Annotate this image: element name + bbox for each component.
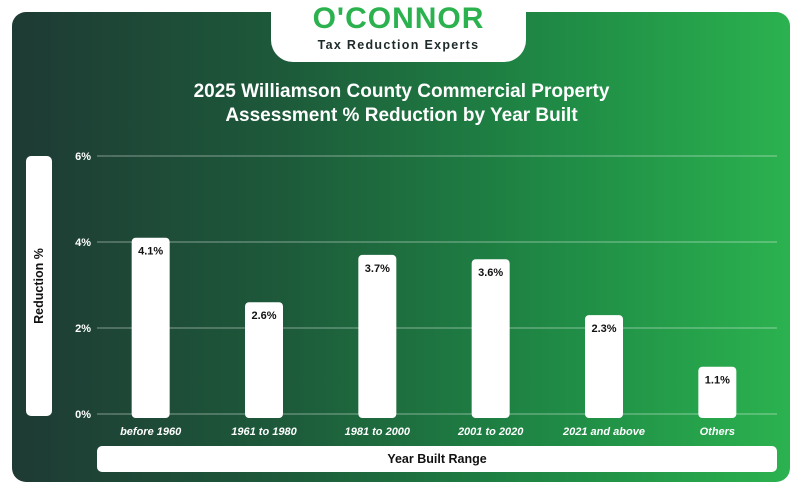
x-tick-label: 2001 to 2020 (457, 426, 524, 438)
bar (698, 366, 737, 418)
bar-data-label: 2.3% (591, 323, 616, 335)
y-tick-label: 4% (75, 237, 91, 249)
bar-data-label: 2.6% (251, 310, 276, 322)
brand-logo: O'CONNOR (312, 2, 485, 35)
bar (585, 315, 623, 418)
x-axis-label: Year Built Range (387, 452, 487, 466)
logo-tab: O'CONNOR Tax Reduction Experts (271, 0, 526, 62)
x-tick-label: 1961 to 1980 (231, 426, 297, 438)
x-tick-label: 2021 and above (562, 426, 645, 438)
bar (131, 237, 170, 418)
x-axis-label-box: Year Built Range (97, 446, 777, 472)
y-tick-label: 2% (75, 323, 91, 335)
brand-tagline: Tax Reduction Experts (317, 38, 480, 52)
bar-data-label: 1.1% (705, 375, 730, 387)
chart-title-line-2: Assessment % Reduction by Year Built (225, 105, 578, 126)
chart-title-line-1: 2025 Williamson County Commercial Proper… (193, 81, 610, 102)
y-axis-label-box: Reduction % (26, 156, 52, 416)
bar (245, 302, 283, 418)
x-tick-label: 1981 to 2000 (345, 426, 411, 438)
bar-data-label: 3.6% (478, 267, 503, 279)
x-tick-label: before 1960 (120, 426, 182, 438)
x-tick-label: Others (700, 426, 735, 438)
bar-data-label: 3.7% (365, 263, 390, 275)
chart-title: 2025 Williamson County Commercial Proper… (120, 80, 683, 128)
y-tick-label: 0% (75, 409, 91, 421)
bar (358, 254, 397, 418)
bar (471, 259, 510, 418)
bar-data-label: 4.1% (138, 246, 163, 258)
y-tick-label: 6% (75, 151, 91, 163)
